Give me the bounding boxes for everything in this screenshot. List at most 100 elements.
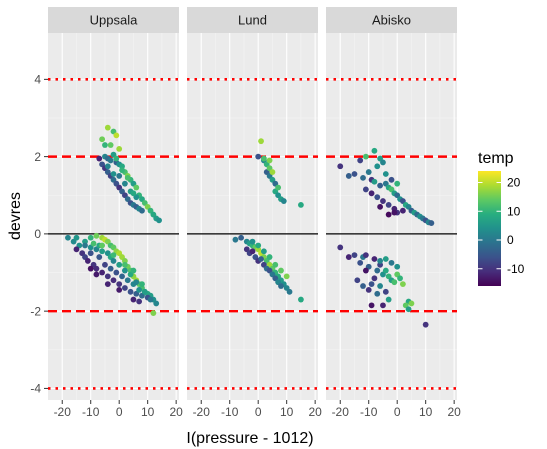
data-point (360, 283, 366, 289)
panel-background (48, 33, 179, 400)
data-point (139, 281, 145, 288)
data-point (371, 178, 378, 185)
data-point (377, 283, 384, 289)
facet-strip-label: Abisko (372, 13, 411, 28)
data-point (121, 267, 128, 274)
color-bar (478, 171, 501, 286)
data-point (266, 254, 273, 260)
facet-panel-uppsala: Uppsala (48, 7, 179, 400)
y-axis: -4 -2 0 2 4 (30, 73, 48, 396)
data-point (377, 203, 384, 210)
data-point (116, 287, 123, 293)
data-point (385, 211, 392, 218)
facet-strip-label: Uppsala (90, 13, 138, 28)
data-point (357, 259, 364, 266)
data-point (110, 258, 117, 264)
data-point (337, 163, 344, 170)
data-point (286, 288, 293, 295)
data-point (368, 302, 375, 309)
data-point (104, 281, 111, 288)
data-point (399, 281, 406, 288)
data-point (388, 259, 395, 266)
data-point (266, 157, 273, 164)
x-tick-label: 20 (308, 405, 322, 419)
y-tick-label: -2 (30, 304, 41, 318)
data-point (136, 298, 143, 305)
facet-panels: Uppsala Lund Abisko (48, 7, 457, 400)
data-point (133, 184, 140, 191)
data-point (394, 263, 401, 270)
data-point (121, 285, 128, 291)
data-point (380, 302, 386, 309)
data-point (87, 250, 94, 257)
data-point (238, 234, 245, 241)
data-point (99, 269, 106, 276)
data-point (113, 269, 120, 276)
data-point (278, 283, 284, 289)
x-tick-label: 20 (169, 405, 183, 419)
data-point (104, 163, 111, 170)
data-point (104, 273, 111, 280)
facet-strip (187, 7, 318, 33)
data-point (119, 167, 125, 174)
data-point (283, 273, 290, 280)
data-point (113, 132, 120, 139)
data-point (90, 240, 97, 247)
data-point (110, 277, 117, 284)
data-point (73, 246, 80, 253)
legend-title: temp (478, 150, 514, 167)
data-point (397, 275, 403, 282)
data-point (374, 290, 381, 297)
x-tick-label: -20 (193, 405, 211, 419)
legend-break-label: 0 (507, 233, 514, 247)
x-tick-label: 10 (280, 405, 294, 419)
data-point (351, 171, 358, 177)
data-point (127, 288, 134, 295)
data-point (96, 155, 103, 162)
y-tick-label: 0 (34, 227, 41, 241)
x-tick-label: -10 (221, 405, 239, 419)
data-point (382, 256, 389, 262)
data-point (374, 267, 381, 274)
data-point (119, 273, 125, 280)
data-point (374, 194, 381, 201)
x-tick-label: -20 (54, 405, 72, 419)
y-tick-label: -4 (30, 382, 41, 396)
data-point (124, 174, 131, 181)
data-point (275, 184, 282, 191)
data-point (255, 242, 262, 249)
data-point (345, 254, 352, 260)
y-axis-title: devres (7, 192, 24, 240)
data-point (422, 321, 429, 328)
panel-background (326, 33, 457, 400)
data-point (99, 136, 106, 143)
data-point (362, 186, 369, 193)
data-point (360, 174, 366, 181)
data-point (382, 288, 389, 295)
data-points (337, 147, 435, 328)
data-point (102, 261, 108, 268)
data-point (388, 176, 395, 183)
data-point (380, 159, 386, 166)
data-point (385, 202, 392, 208)
facet-strip (326, 7, 457, 33)
color-legend: temp -10 0 10 20 (478, 150, 525, 286)
data-point (371, 275, 378, 282)
data-point (110, 252, 117, 259)
data-point (362, 267, 369, 274)
data-point (104, 124, 111, 131)
data-point (156, 217, 162, 224)
data-point (99, 242, 106, 249)
data-point (107, 265, 114, 272)
x-tick-label: 0 (255, 405, 262, 419)
data-point (365, 169, 372, 175)
data-point (382, 267, 389, 274)
y-tick-label: 2 (34, 150, 41, 164)
data-point (121, 261, 128, 268)
data-point (272, 261, 279, 268)
x-tick-label: -20 (332, 405, 350, 419)
x-tick-label: 0 (394, 405, 401, 419)
data-point (365, 287, 372, 293)
data-point (374, 163, 381, 170)
y-tick-label: 4 (34, 73, 41, 87)
